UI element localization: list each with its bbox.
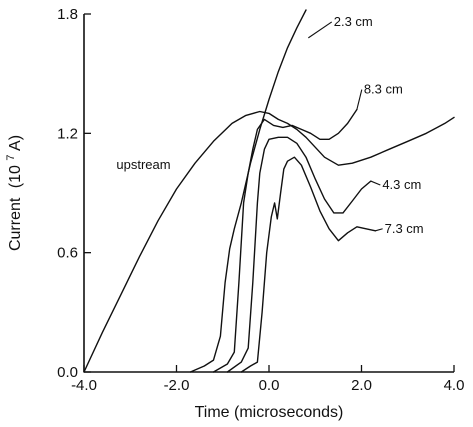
- x-tick-label: 0.0: [259, 377, 280, 394]
- x-tick-label: -4.0: [71, 377, 97, 394]
- series-label-4-3-cm: 4.3 cm: [382, 177, 421, 192]
- y-tick-label: 1.8: [57, 6, 78, 23]
- series-label-2-3-cm: 2.3 cm: [334, 14, 373, 29]
- series-line-8-3-cm: [212, 108, 358, 373]
- series-line-2-3-cm: [189, 9, 307, 373]
- y-axis-title-unit-tail: A): [7, 135, 24, 151]
- series-line-7-3-cm: [240, 156, 377, 373]
- series-labels: 2.3 cm 8.3 cm 4.3 cm 7.3 cm upstream: [116, 14, 423, 236]
- y-axis-title: Current (10 7 A): [1, 135, 24, 251]
- x-ticks: -4.0 -2.0 0.0 2.0 4.0: [71, 365, 464, 394]
- axes: [83, 14, 454, 373]
- series-label-8-3-cm: 8.3 cm: [364, 82, 403, 97]
- x-tick-label: 4.0: [444, 377, 465, 394]
- series-label-upstream: upstream: [116, 157, 170, 172]
- series-line-upstream: [83, 110, 455, 373]
- x-tick-label: -2.0: [164, 377, 190, 394]
- series-label-7-3-cm: 7.3 cm: [385, 221, 424, 236]
- y-axis-title-unit: (10: [7, 165, 24, 188]
- x-tick-label: 2.0: [351, 377, 372, 394]
- y-tick-label: 1.2: [57, 125, 78, 142]
- y-axis-title-exponent: 7: [5, 155, 17, 161]
- label-leader-4-3-cm: [370, 180, 381, 186]
- y-axis-title-main: Current: [7, 197, 24, 251]
- label-leader-2-3-cm: [308, 21, 333, 39]
- y-tick-label: 0.6: [57, 245, 78, 262]
- label-leader-8-3-cm: [356, 89, 363, 110]
- label-leader-7-3-cm: [375, 228, 383, 232]
- series-lines: [83, 9, 455, 373]
- series-line-4-3-cm: [226, 136, 372, 373]
- y-tick-label: 0.0: [57, 364, 78, 381]
- y-ticks: 0.0 0.6 1.2 1.8: [57, 6, 91, 381]
- x-axis-title: Time (microseconds): [195, 404, 344, 421]
